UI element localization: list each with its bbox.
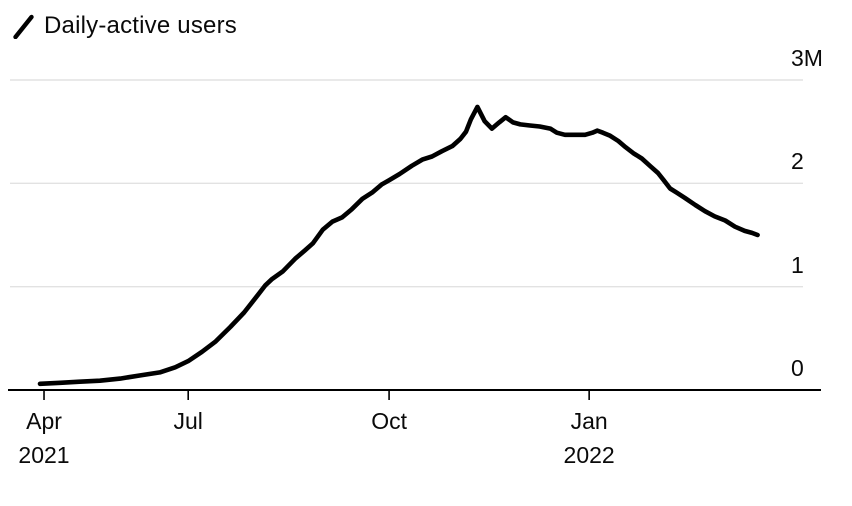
dau-line-series: [37, 104, 760, 387]
x-tick-label: Apr 2021: [18, 408, 70, 468]
line-series-icon: [13, 14, 34, 39]
y-tick-label: 3M: [791, 45, 823, 71]
y-tick-label: 0: [791, 355, 804, 381]
legend: Daily-active users: [13, 12, 237, 40]
y-tick-label: 2: [791, 148, 804, 175]
legend-label: Daily-active users: [44, 12, 237, 39]
x-tick-label: Oct: [371, 408, 407, 434]
x-tick-label: Jan 2022: [563, 408, 615, 468]
y-tick-label: 1: [791, 251, 804, 278]
x-tick-label: Jul: [173, 408, 203, 434]
